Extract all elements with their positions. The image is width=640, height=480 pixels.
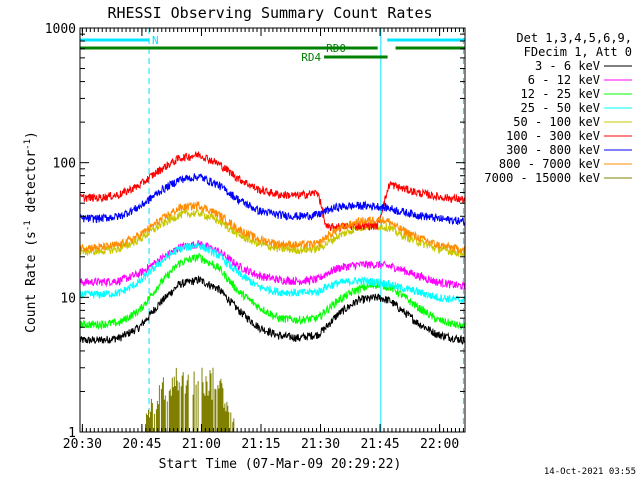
series-line	[79, 173, 465, 226]
y-axis-label-part: Count Rate (s	[24, 231, 39, 333]
y-axis-label-sup: -1	[23, 220, 33, 231]
x-tick-label: 21:45	[360, 437, 399, 452]
flag-label: RD4	[301, 51, 321, 64]
x-axis-label: Start Time (07-Mar-09 20:29:22)	[159, 457, 402, 472]
legend-entry-label: 100 - 300 keV	[506, 129, 600, 143]
x-tick-label: 20:30	[63, 437, 102, 452]
series-line	[145, 367, 235, 432]
chart-title: RHESSI Observing Summary Count Rates	[107, 4, 432, 22]
legend-entry-label: 12 - 25 keV	[521, 87, 600, 101]
y-axis-label-sup: -1	[23, 139, 33, 150]
legend-entry-label: 3 - 6 keV	[535, 59, 600, 73]
flag-label: N	[152, 34, 159, 47]
series-line	[79, 275, 466, 345]
series-line	[79, 252, 466, 331]
y-axis-label-part: )	[24, 131, 39, 139]
legend-entry-label: 25 - 50 keV	[521, 101, 600, 115]
x-tick-label: 21:30	[301, 437, 340, 452]
y-tick-label: 10	[60, 291, 76, 306]
footer-timestamp: 14-Oct-2021 03:55	[544, 467, 636, 477]
y-axis-label-part: detector	[24, 150, 39, 221]
series-line	[79, 207, 466, 258]
legend-header: Det 1,3,4,5,6,9,	[516, 31, 632, 45]
series-layer	[79, 151, 466, 432]
y-tick-label: 1	[68, 426, 76, 441]
y-tick-label: 1000	[45, 22, 76, 37]
series-line	[79, 241, 466, 305]
series-line	[79, 240, 466, 290]
x-tick-label: 20:45	[122, 437, 161, 452]
series-line	[79, 200, 466, 255]
axis-ticks: 20:30 20:45 21:00 21:15 21:30 21:45 22:00 1 10 10…	[45, 22, 465, 452]
y-tick-label: 100	[53, 157, 76, 172]
x-tick-label: 22:00	[420, 437, 459, 452]
legend: Det 1,3,4,5,6,9,FDecim 1, Att 03 - 6 keV…	[484, 31, 632, 185]
x-tick-label: 21:00	[182, 437, 221, 452]
legend-header: FDecim 1, Att 0	[524, 45, 632, 59]
flag-bars: N RD0 RD4	[80, 34, 465, 64]
legend-entry-label: 6 - 12 keV	[528, 73, 600, 87]
flag-label: RD0	[326, 42, 346, 55]
x-tick-label: 21:15	[241, 437, 280, 452]
legend-entry-label: 7000 - 15000 keV	[484, 171, 600, 185]
legend-entry-label: 300 - 800 keV	[506, 143, 600, 157]
legend-entry-label: 50 - 100 keV	[513, 115, 600, 129]
series-line	[79, 151, 466, 232]
y-axis-label: Count Rate (s-1 detector-1)	[23, 131, 39, 333]
legend-entry-label: 800 - 7000 keV	[499, 157, 600, 171]
